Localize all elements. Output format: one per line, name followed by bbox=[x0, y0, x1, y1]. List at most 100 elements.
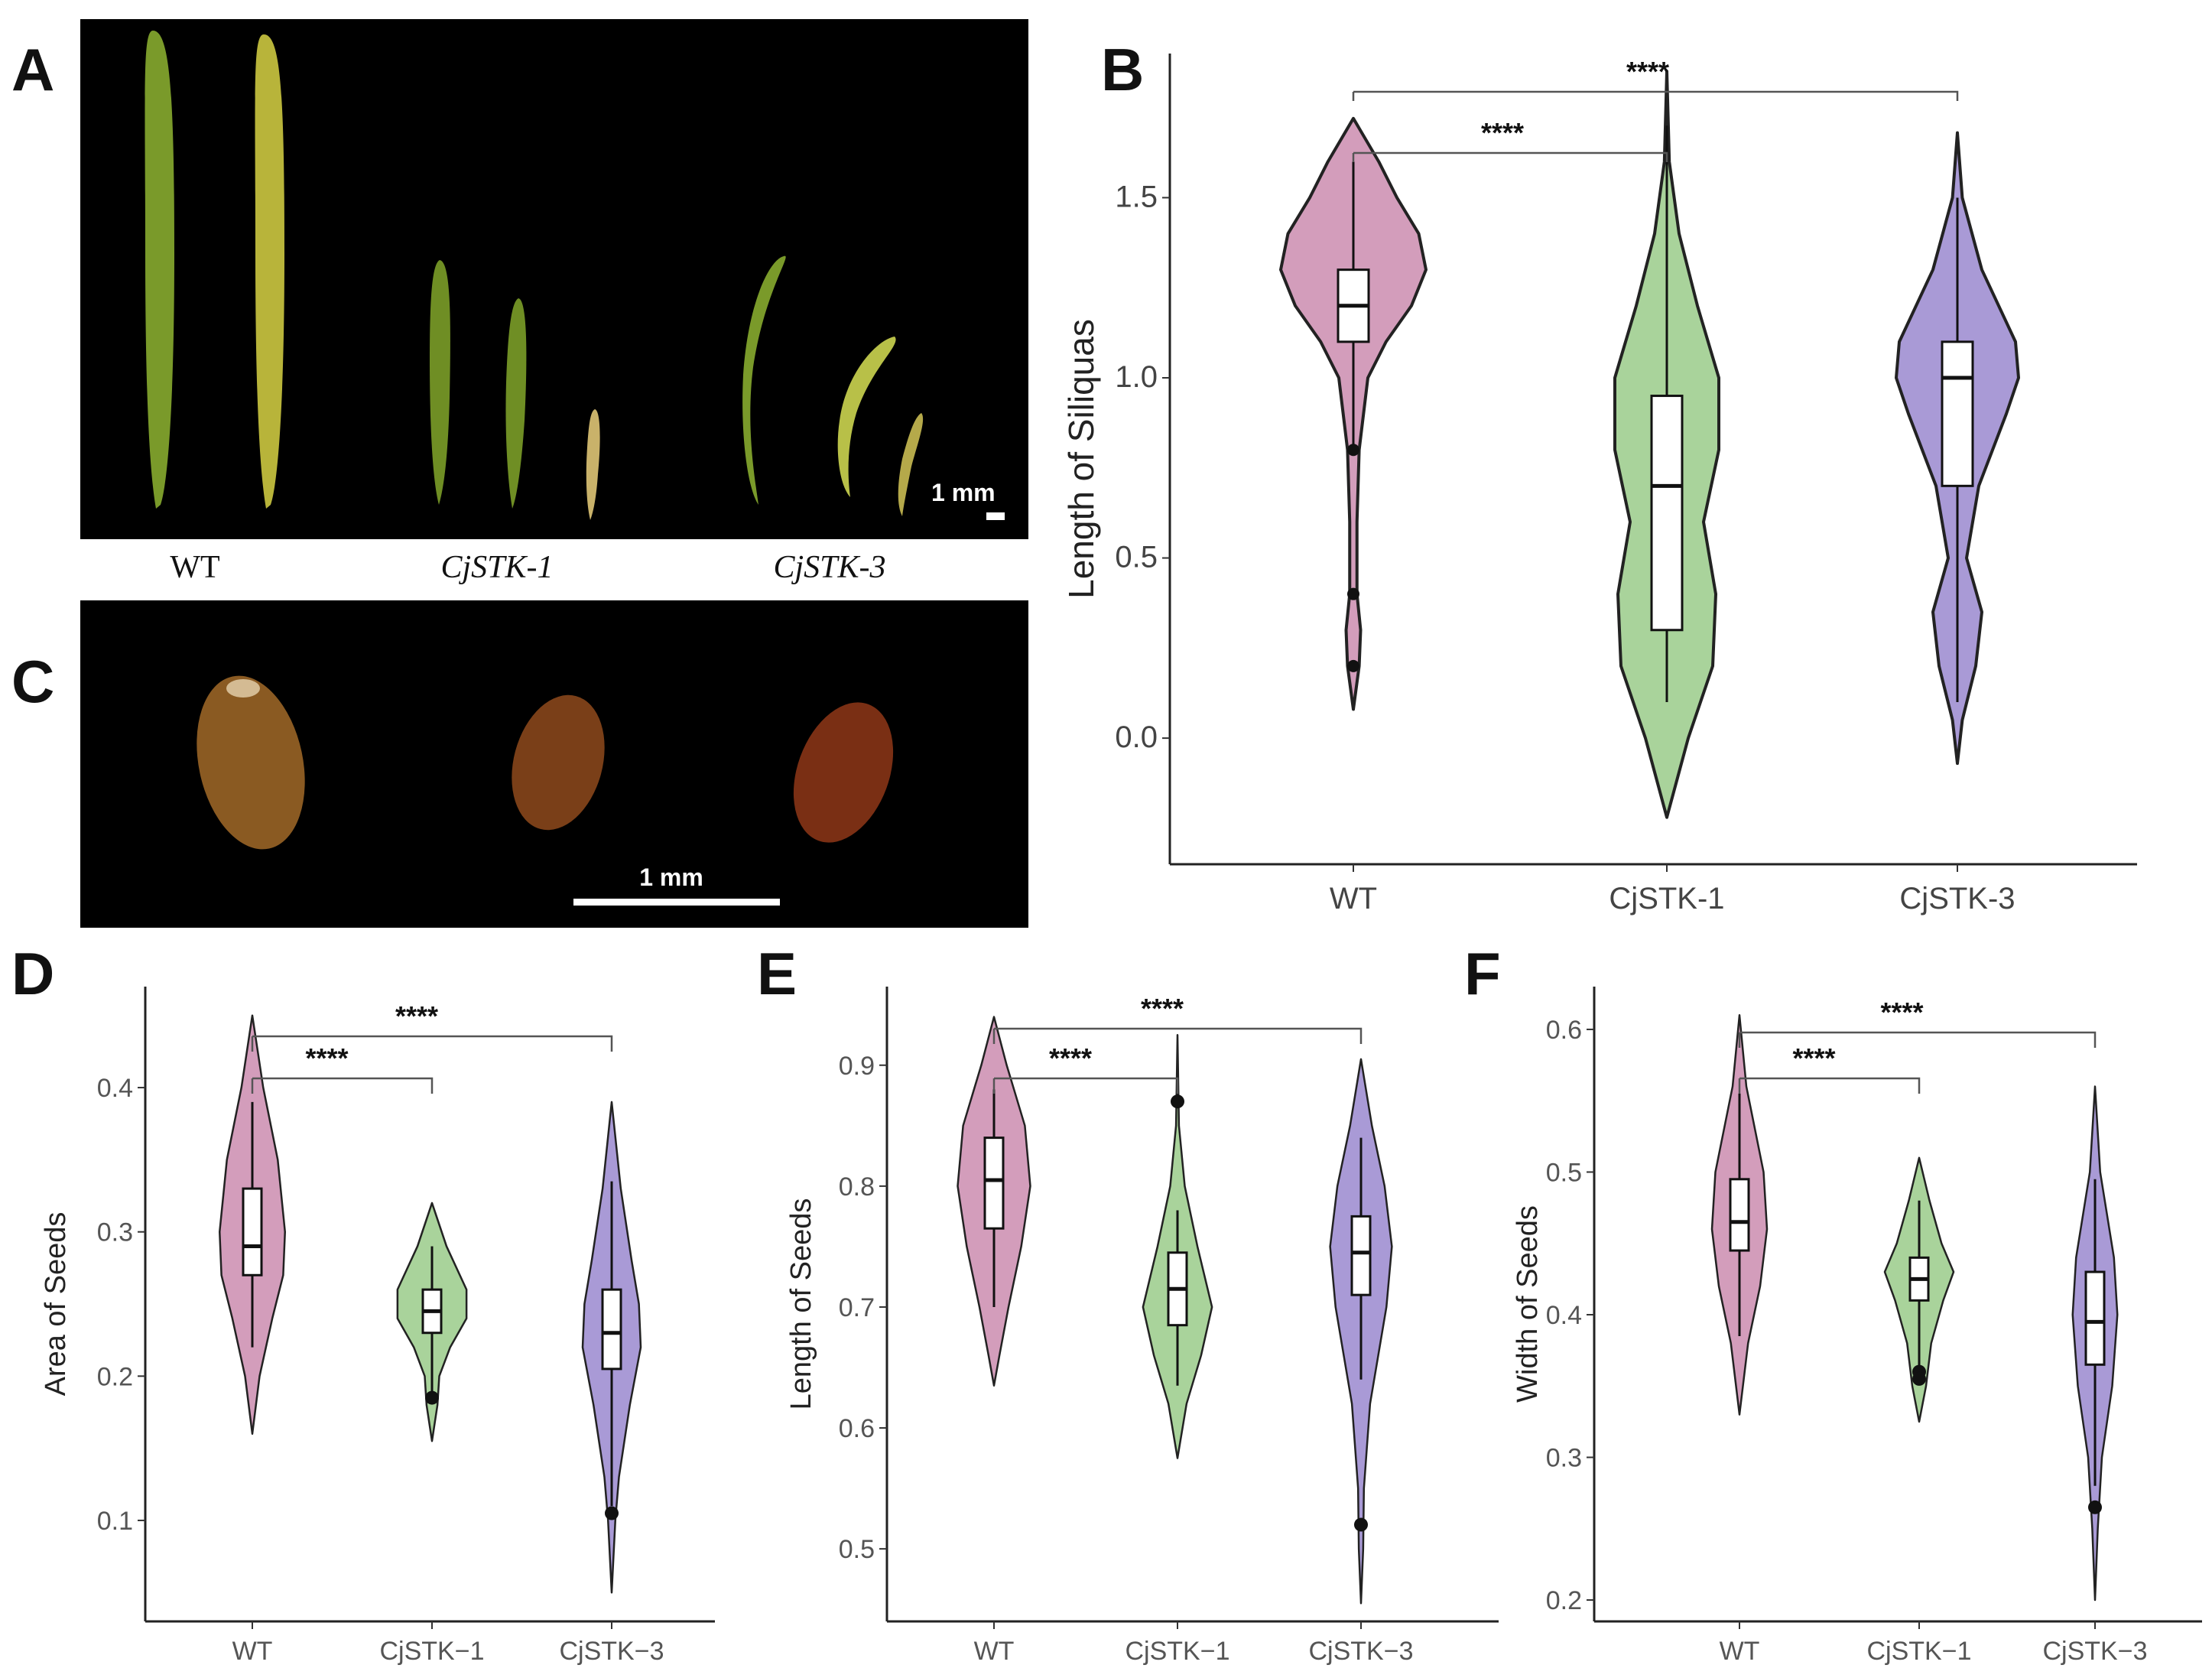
photo-label-wt: WT bbox=[170, 550, 219, 585]
x-tick-label: WT bbox=[1720, 1637, 1760, 1666]
outlier-point bbox=[1912, 1371, 1926, 1386]
x-tick-label: CjSTK−3 bbox=[1309, 1637, 1414, 1666]
photo-label-cjstk1: CjSTK-1 bbox=[440, 550, 553, 585]
cjstk3-silique-2 bbox=[837, 337, 896, 497]
significance-bracket bbox=[1739, 1077, 1921, 1094]
x-tick-label: CjSTK−1 bbox=[1125, 1637, 1230, 1666]
significance-label: **** bbox=[1880, 997, 1923, 1028]
y-tick-label: 0.0 bbox=[1115, 720, 1158, 754]
y-axis-label: Length of Siliquas bbox=[1061, 319, 1101, 599]
wt-silique-2 bbox=[255, 34, 284, 509]
cjstk3-silique-3 bbox=[898, 413, 924, 516]
box bbox=[1650, 395, 1684, 632]
panel-a-scale-bar bbox=[986, 512, 1005, 520]
box bbox=[601, 1288, 622, 1371]
cjstk1-seed bbox=[512, 694, 605, 831]
charts: 0.0 0.5 1.0 1.5 WT CjSTK-1 CjSTK-3 Length of Si… bbox=[11, 36, 2202, 1666]
panel-a-photo bbox=[80, 19, 1028, 539]
x-tick-label: WT bbox=[232, 1637, 273, 1666]
significance-label: **** bbox=[1792, 1042, 1835, 1074]
y-tick-label: 1.5 bbox=[1115, 180, 1158, 213]
box bbox=[1350, 1215, 1372, 1296]
panel-label-e: E bbox=[757, 940, 797, 1007]
x-tick-label: CjSTK-3 bbox=[1899, 882, 2015, 915]
box bbox=[1941, 340, 1974, 487]
significance-bracket bbox=[1739, 1031, 2097, 1048]
y-tick-label: 1.0 bbox=[1115, 360, 1158, 394]
significance-label: **** bbox=[395, 1000, 438, 1032]
outlier-point bbox=[1347, 444, 1359, 457]
significance-bracket bbox=[1353, 90, 1959, 101]
cjstk1-silique-3 bbox=[586, 409, 600, 520]
box bbox=[2084, 1270, 2106, 1366]
y-axis-label: Area of Seeds bbox=[40, 1212, 72, 1397]
significance-label: **** bbox=[1626, 56, 1669, 87]
significance-bracket bbox=[994, 1077, 1179, 1094]
panel-label-a: A bbox=[11, 36, 54, 103]
y-tick-label: 0.9 bbox=[839, 1052, 875, 1081]
significance-label: **** bbox=[1141, 993, 1184, 1024]
y-tick-label: 0.3 bbox=[1546, 1444, 1582, 1473]
wt-seed bbox=[197, 675, 305, 850]
significance-bracket bbox=[252, 1077, 434, 1094]
panel-d: 0.1 0.2 0.3 0.4 WT CjSTK−1 CjSTK−3 Area of Seed… bbox=[11, 940, 715, 1666]
cjstk3-silique-1 bbox=[742, 255, 786, 505]
outlier-point bbox=[2088, 1500, 2102, 1514]
panel-c-scale-bar bbox=[573, 899, 780, 906]
y-axis-label: Length of Seeds bbox=[785, 1198, 817, 1410]
outlier-point bbox=[1347, 587, 1359, 600]
y-axis-label: Width of Seeds bbox=[1512, 1205, 1544, 1403]
outlier-point bbox=[605, 1506, 619, 1520]
y-tick-label: 0.5 bbox=[1115, 541, 1158, 574]
x-tick-label: WT bbox=[974, 1637, 1015, 1666]
panel-label-c: C bbox=[11, 648, 54, 715]
box bbox=[242, 1187, 263, 1276]
x-tick-label: WT bbox=[1330, 882, 1377, 915]
panel-f: 0.2 0.3 0.4 0.5 0.6 WT CjSTK−1 CjSTK−3 Width of … bbox=[1464, 940, 2202, 1666]
outlier-point bbox=[425, 1390, 439, 1405]
box bbox=[1729, 1178, 1750, 1252]
panel-a: 1 mm WT CjSTK-1 CjSTK-3 A bbox=[11, 19, 1028, 585]
y-tick-label: 0.6 bbox=[839, 1414, 875, 1443]
panel-a-scale-label: 1 mm bbox=[931, 479, 996, 506]
x-tick-label: CjSTK−1 bbox=[380, 1637, 485, 1666]
significance-label: **** bbox=[1049, 1042, 1092, 1074]
y-tick-label: 0.2 bbox=[1546, 1586, 1582, 1615]
outlier-point bbox=[1171, 1094, 1184, 1109]
panel-label-f: F bbox=[1464, 940, 1501, 1007]
wt-seed-highlight bbox=[226, 679, 260, 698]
photo-label-cjstk3: CjSTK-3 bbox=[773, 550, 885, 585]
cjstk1-silique-1 bbox=[430, 260, 450, 505]
x-tick-label: CjSTK−3 bbox=[560, 1637, 664, 1666]
y-tick-label: 0.2 bbox=[97, 1362, 133, 1391]
y-tick-label: 0.3 bbox=[97, 1218, 133, 1247]
y-tick-label: 0.5 bbox=[839, 1535, 875, 1564]
panel-e: 0.5 0.6 0.7 0.8 0.9 WT CjSTK−1 CjSTK−3 Length of… bbox=[757, 940, 1499, 1666]
y-tick-label: 0.4 bbox=[97, 1074, 133, 1103]
significance-bracket bbox=[252, 1035, 613, 1052]
significance-label: **** bbox=[1481, 117, 1524, 148]
outlier-point bbox=[1347, 659, 1359, 672]
cjstk3-seed bbox=[793, 702, 894, 843]
y-tick-label: 0.6 bbox=[1546, 1016, 1582, 1045]
panel-label-d: D bbox=[11, 940, 54, 1007]
x-tick-label: CjSTK-1 bbox=[1609, 882, 1724, 915]
panel-b: 0.0 0.5 1.0 1.5 WT CjSTK-1 CjSTK-3 Length of Si… bbox=[1061, 36, 2137, 915]
y-tick-label: 0.5 bbox=[1546, 1158, 1582, 1187]
panel-c-scale-label: 1 mm bbox=[639, 863, 703, 891]
panel-label-b: B bbox=[1101, 36, 1144, 103]
significance-label: **** bbox=[305, 1042, 348, 1074]
significance-bracket bbox=[1353, 151, 1668, 162]
significance-bracket bbox=[994, 1027, 1363, 1044]
y-tick-label: 0.1 bbox=[97, 1507, 133, 1536]
box bbox=[983, 1137, 1005, 1230]
outlier-point bbox=[1354, 1517, 1368, 1532]
y-tick-label: 0.4 bbox=[1546, 1301, 1582, 1330]
y-tick-label: 0.8 bbox=[839, 1172, 875, 1202]
x-tick-label: CjSTK−1 bbox=[1867, 1637, 1972, 1666]
cjstk1-silique-2 bbox=[505, 298, 527, 509]
wt-silique-1 bbox=[145, 31, 174, 509]
y-tick-label: 0.7 bbox=[839, 1293, 875, 1322]
